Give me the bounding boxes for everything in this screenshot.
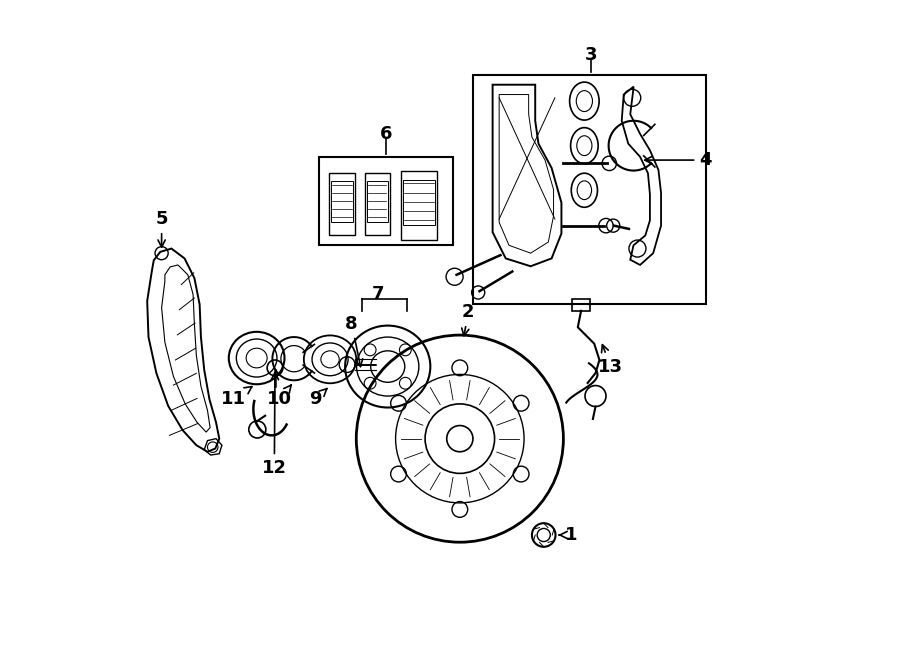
Text: 3: 3	[585, 46, 598, 64]
Text: 11: 11	[221, 387, 252, 408]
Text: 12: 12	[262, 373, 287, 477]
Text: 10: 10	[267, 385, 293, 408]
Text: 2: 2	[462, 303, 474, 336]
Text: 6: 6	[380, 125, 392, 143]
Text: 9: 9	[310, 389, 327, 408]
Text: 1: 1	[559, 526, 578, 544]
Bar	[572, 299, 590, 311]
Bar	[319, 157, 454, 245]
Bar	[472, 75, 706, 304]
Text: 4: 4	[644, 151, 712, 169]
Text: 5: 5	[156, 210, 168, 247]
Text: 13: 13	[598, 344, 623, 375]
Text: 8: 8	[346, 315, 363, 367]
Text: 7: 7	[372, 286, 384, 303]
